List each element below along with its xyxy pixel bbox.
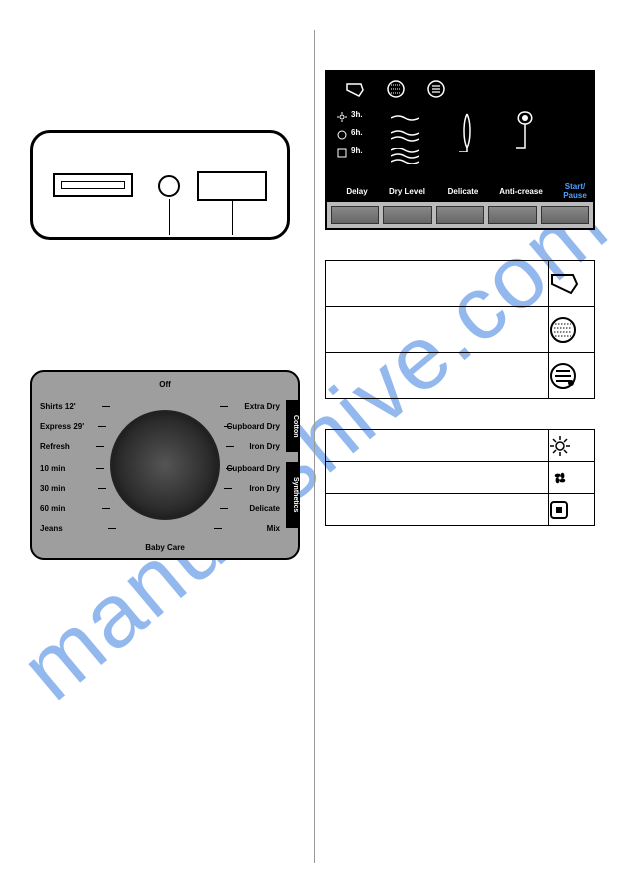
- button-drylevel[interactable]: [383, 206, 431, 224]
- dial-left-4: 30 min: [40, 484, 65, 493]
- desc-cell: [326, 494, 549, 526]
- dial-right-4: Iron Dry: [249, 484, 280, 493]
- page: Off Shirts 12' Express 29' Refresh 10 mi…: [0, 0, 629, 893]
- swirl-icon: [512, 108, 538, 152]
- tank-icon: [345, 82, 365, 98]
- dial-left-5: 60 min: [40, 504, 65, 513]
- filter-icon-cell: [549, 307, 595, 353]
- desc-cell: [326, 353, 549, 399]
- delay-9h: 9h.: [351, 146, 363, 155]
- dial-off-label: Off: [159, 380, 171, 389]
- status-icons-table: [325, 429, 595, 526]
- dial-bottom-label: Baby Care: [145, 543, 185, 552]
- dial-left-0: Shirts 12': [40, 402, 76, 411]
- column-divider: [314, 30, 315, 863]
- electronic-display-panel: 3h. 6h. 9h.: [325, 70, 595, 230]
- callout-line-2: [232, 201, 233, 235]
- drawer-slot: [53, 173, 133, 197]
- right-column: 3h. 6h. 9h.: [325, 30, 609, 863]
- button-delay[interactable]: [331, 206, 379, 224]
- button-delicate[interactable]: [436, 206, 484, 224]
- dial-left-2: Refresh: [40, 442, 70, 451]
- filter-icon: [387, 80, 405, 98]
- disp-label-delay: Delay: [337, 187, 377, 196]
- condenser-icon-cell: [549, 353, 595, 399]
- table-row: [326, 261, 595, 307]
- dial-tab-synthetics: Synthetics: [286, 462, 300, 528]
- table-row: [326, 307, 595, 353]
- fan-small-icon: [337, 130, 347, 140]
- delay-6h: 6h.: [351, 128, 363, 137]
- button-anticrease[interactable]: [488, 206, 536, 224]
- disp-label-anticrease: Anti-crease: [493, 187, 549, 196]
- sun-small-icon: [337, 112, 347, 122]
- display-rect: [197, 171, 267, 201]
- stop-icon-cell: [549, 494, 595, 526]
- control-panel-schematic: [30, 130, 290, 240]
- desc-cell: [326, 261, 549, 307]
- dial-right-1: Cupboard Dry: [227, 422, 280, 431]
- dial-right-3: Cupboard Dry: [227, 464, 280, 473]
- condenser-icon: [427, 80, 445, 98]
- wave-2-icon: [391, 130, 419, 142]
- left-column: Off Shirts 12' Express 29' Refresh 10 mi…: [20, 30, 304, 863]
- dial-right-2: Iron Dry: [249, 442, 280, 451]
- button-startpause[interactable]: [541, 206, 589, 224]
- table-row: [326, 494, 595, 526]
- wave-1-icon: [391, 114, 419, 122]
- programme-dial-panel: Off Shirts 12' Express 29' Refresh 10 mi…: [30, 370, 300, 560]
- dial-left-1: Express 29': [40, 422, 84, 431]
- delay-3h: 3h.: [351, 110, 363, 119]
- stop-small-icon: [337, 148, 347, 158]
- knob-circle: [158, 175, 180, 197]
- display-button-row: [327, 202, 593, 228]
- disp-label-delicate: Delicate: [439, 187, 487, 196]
- dial-left-3: 10 min: [40, 464, 65, 473]
- wave-3-icon: [391, 148, 419, 164]
- desc-cell: [326, 307, 549, 353]
- table-row: [326, 353, 595, 399]
- warning-icons-table: [325, 260, 595, 399]
- table-row: [326, 430, 595, 462]
- dial-tab-cotton: Cotton: [286, 400, 300, 452]
- disp-label-drylevel: Dry Level: [383, 187, 431, 196]
- disp-label-startpause: Start/ Pause: [555, 182, 595, 200]
- dial-knob[interactable]: [110, 410, 220, 520]
- tank-icon-cell: [549, 261, 595, 307]
- desc-cell: [326, 430, 549, 462]
- desc-cell: [326, 462, 549, 494]
- feather-icon: [457, 112, 477, 152]
- dial-right-6: Mix: [267, 524, 280, 533]
- display-screen: 3h. 6h. 9h.: [327, 72, 593, 202]
- dial-left-6: Jeans: [40, 524, 63, 533]
- sun-icon-cell: [549, 430, 595, 462]
- callout-line-1: [169, 199, 170, 235]
- fan-icon-cell: [549, 462, 595, 494]
- dial-right-5: Delicate: [249, 504, 280, 513]
- dial-right-0: Extra Dry: [244, 402, 280, 411]
- table-row: [326, 462, 595, 494]
